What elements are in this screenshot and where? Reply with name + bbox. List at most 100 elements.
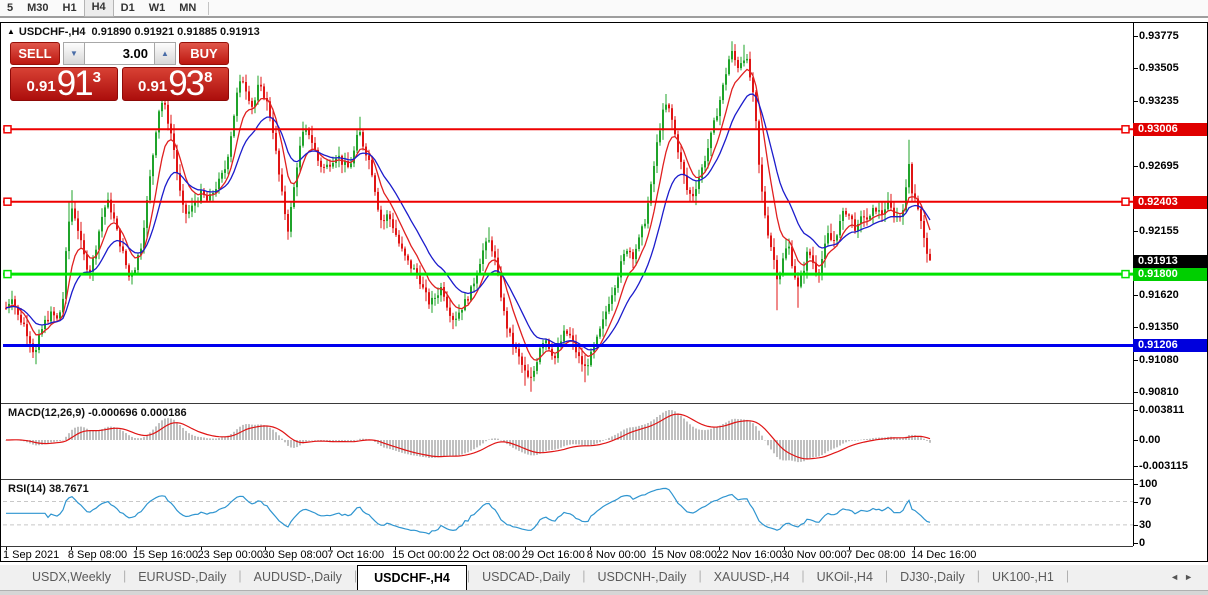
- pane-divider: [1, 479, 1133, 480]
- time-axis-tick: [589, 547, 591, 550]
- time-axis-label: 22 Oct 08:00: [456, 549, 520, 561]
- time-axis: 1 Sep 2021 8 Sep 08:00 15 Sep 16:00 23 Sep …: [1, 547, 1133, 562]
- rsi-axis-tick: 70: [1134, 496, 1151, 508]
- symbol-tab-xauusd-h4[interactable]: XAUUSD-,H4: [713, 570, 790, 584]
- sell-price-big: 91: [56, 64, 94, 103]
- hline-handle[interactable]: [3, 197, 12, 206]
- tab-separator: |: [1065, 569, 1070, 583]
- timeframe-button-mn[interactable]: MN: [179, 2, 197, 14]
- tab-separator: |: [466, 569, 471, 583]
- timeframe-button-m30[interactable]: M30: [27, 2, 49, 14]
- time-axis-label: 15 Oct 00:00: [392, 549, 456, 561]
- volume-down-button[interactable]: ▼: [63, 42, 85, 65]
- buy-button[interactable]: BUY: [179, 42, 229, 65]
- buy-price-tile[interactable]: 0.91 93 8: [121, 64, 229, 103]
- time-axis-tick: [70, 547, 72, 550]
- time-axis-tick: [719, 547, 721, 550]
- symbol-tab-bar: USDX,Weekly | EURUSD-,Daily | AUDUSD-,Daily |…: [0, 565, 1208, 590]
- pane-divider: [1, 403, 1133, 404]
- price-axis-tick: 0.90810: [1134, 386, 1179, 398]
- sell-button[interactable]: SELL: [10, 42, 60, 65]
- timeframe-button-h1[interactable]: H1: [62, 2, 77, 14]
- chart-window: ▲ USDCHF-,H4 0.91890 0.91921 0.91885 0.919…: [0, 22, 1208, 562]
- time-axis-tick: [200, 547, 202, 550]
- macd-histogram: [5, 410, 931, 463]
- time-axis-label: 30 Nov 00:00: [781, 549, 847, 561]
- symbol-tab-dj30-daily[interactable]: DJ30-,Daily: [900, 570, 965, 584]
- time-axis-label: 15 Sep 16:00: [132, 549, 199, 561]
- tab-separator: |: [122, 569, 127, 583]
- timeframe-button-d1[interactable]: D1: [120, 2, 135, 14]
- time-axis-tick: [265, 547, 267, 550]
- time-axis-tick: [524, 547, 526, 550]
- hline-handle[interactable]: [1121, 197, 1130, 206]
- symbol-tab-usdcad-daily[interactable]: USDCAD-,Daily: [482, 570, 571, 584]
- time-axis-tick: [654, 547, 656, 550]
- tab-separator: |: [976, 569, 981, 583]
- chart-collapse-icon[interactable]: ▲: [7, 27, 15, 36]
- timeframe-button-h4[interactable]: H4: [83, 0, 114, 17]
- price-axis-tick: 0.93775: [1134, 30, 1179, 42]
- symbol-tab-usdcnh-daily[interactable]: USDCNH-,Daily: [597, 570, 687, 584]
- symbol-tab-uk100-h1[interactable]: UK100-,H1: [992, 570, 1054, 584]
- price-axis-tick: 0.93505: [1134, 62, 1179, 74]
- buy-price-big: 93: [168, 64, 205, 103]
- time-axis-label: 29 Oct 16:00: [521, 549, 585, 561]
- macd-signal-line: [6, 413, 931, 460]
- tab-bar-padding: [0, 565, 20, 590]
- time-axis-label: 8 Sep 08:00: [67, 549, 128, 561]
- ma-slow-line: [5, 93, 931, 351]
- volume-up-button[interactable]: ▲: [154, 42, 176, 65]
- sell-price-tile[interactable]: 0.91 91 3: [10, 64, 118, 103]
- tab-scroll-left-icon[interactable]: ◄: [1170, 572, 1185, 582]
- chart-title-symbol: USDCHF-,H4: [18, 26, 86, 38]
- hline-handle[interactable]: [1121, 125, 1130, 134]
- tab-scroll-right-icon[interactable]: ►: [1184, 572, 1198, 582]
- timeframe-toolbar: 5 M30 H1 H4 D1 W1 MN: [0, 0, 1208, 18]
- price-flag-0-91913: 0.91913: [1133, 254, 1207, 268]
- symbol-tab-audusd-daily[interactable]: AUDUSD-,Daily: [253, 570, 342, 584]
- symbol-tab-usdchf-h4[interactable]: USDCHF-,H4: [357, 565, 467, 590]
- timeframe-button-5[interactable]: 5: [7, 2, 14, 14]
- tab-separator: |: [582, 569, 586, 583]
- time-axis-tick: [6, 547, 7, 550]
- macd-pane[interactable]: [1, 404, 1133, 479]
- status-bar: [0, 590, 1208, 595]
- symbol-tab-ukoil-h4[interactable]: UKOil-,H4: [816, 570, 873, 584]
- price-flag-0-91800: 0.91800: [1133, 268, 1207, 282]
- tab-separator: |: [801, 569, 805, 583]
- macd-axis-tick: 0.00: [1134, 434, 1160, 446]
- time-axis-label: 1 Sep 2021: [3, 549, 60, 561]
- tab-separator: |: [238, 569, 242, 583]
- tab-scroll-arrows: ◄►: [1160, 565, 1208, 590]
- price-axis-tick: 0.92155: [1134, 225, 1179, 237]
- time-axis-label: 8 Nov 00:00: [586, 549, 647, 561]
- price-flag-0-92403: 0.92403: [1133, 195, 1207, 209]
- hline-handle[interactable]: [1121, 269, 1130, 279]
- buy-price-small: 0.91: [138, 78, 168, 95]
- volume-field[interactable]: 3.00: [85, 42, 154, 65]
- tab-separator: |: [353, 569, 358, 583]
- sell-price-sup: 3: [92, 69, 101, 86]
- tab-separator: |: [884, 569, 889, 583]
- price-pane[interactable]: [1, 23, 1133, 403]
- symbol-tab-usdx-weekly[interactable]: USDX,Weekly: [32, 570, 111, 584]
- buy-price-sup: 8: [204, 69, 213, 86]
- timeframe-button-w1[interactable]: W1: [148, 2, 166, 14]
- rsi-line: [6, 487, 931, 535]
- time-axis-tick: [459, 547, 461, 550]
- sell-price-small: 0.91: [26, 78, 56, 95]
- price-flag-0-93006: 0.93006: [1133, 123, 1207, 137]
- hline-handle[interactable]: [3, 269, 12, 279]
- tab-separator: |: [698, 569, 702, 583]
- rsi-axis-tick: 0: [1134, 537, 1145, 549]
- time-axis-tick: [913, 547, 915, 550]
- hline-handle[interactable]: [3, 125, 12, 134]
- chevron-up-icon: ▲: [161, 49, 169, 58]
- rsi-axis-tick: 100: [1134, 478, 1157, 490]
- rsi-pane[interactable]: [1, 480, 1133, 546]
- price-axis-tick: 0.91620: [1134, 289, 1179, 301]
- symbol-tab-eurusd-daily[interactable]: EURUSD-,Daily: [138, 570, 227, 584]
- chart-title: ▲ USDCHF-,H4 0.91890 0.91921 0.91885 0.919…: [7, 26, 260, 38]
